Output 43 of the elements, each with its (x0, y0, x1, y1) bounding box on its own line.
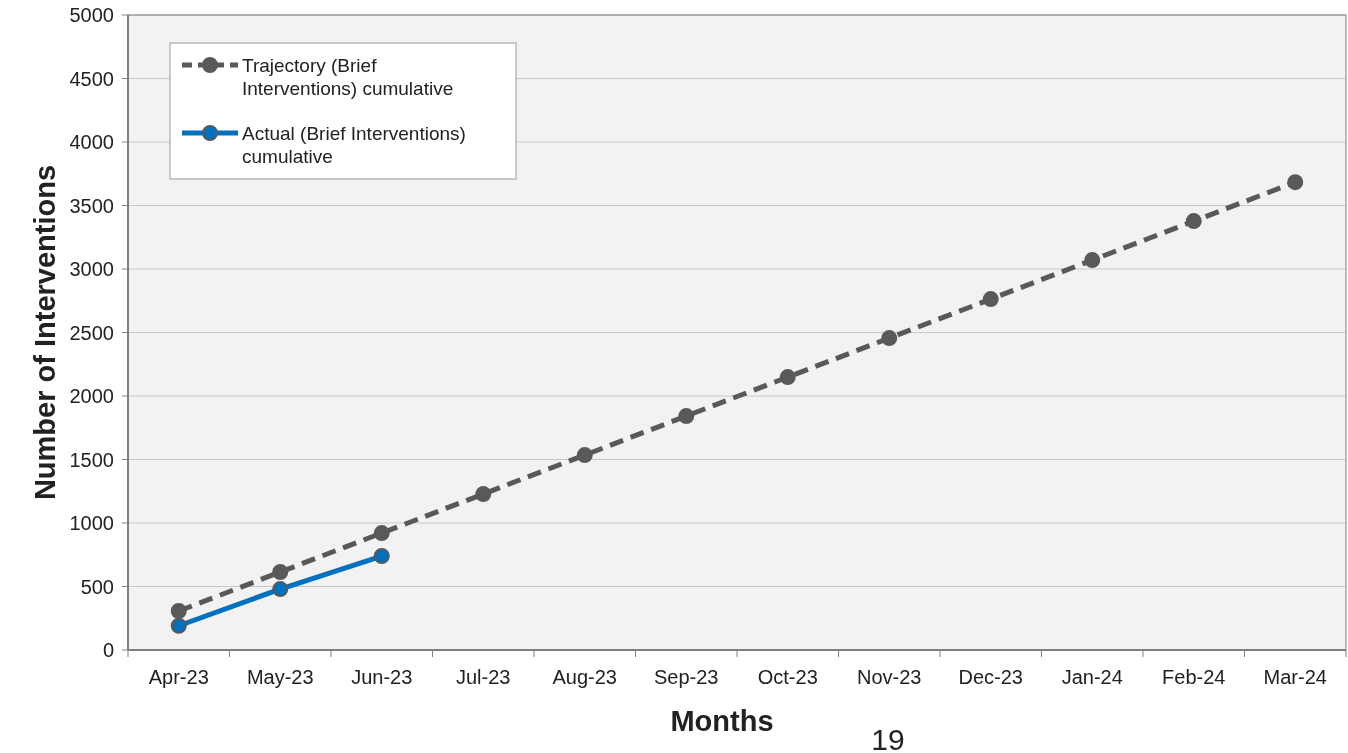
y-tick-label: 5000 (69, 4, 114, 26)
point (576, 447, 593, 464)
point (272, 581, 289, 598)
point (1287, 174, 1304, 191)
x-tick-label: Feb-24 (1162, 666, 1226, 688)
y-tick-label: 500 (80, 575, 114, 598)
point (475, 486, 492, 503)
point (170, 617, 187, 634)
x-tick-label: Mar-24 (1263, 666, 1327, 688)
x-tick-label: Nov-23 (857, 666, 922, 688)
x-tick-label: Jan-24 (1061, 666, 1123, 688)
point (779, 369, 796, 386)
text: 19 (871, 723, 905, 753)
point (881, 330, 898, 347)
legend-label: Trajectory (Brief Interventions) cumulative (242, 54, 454, 100)
point (678, 408, 695, 425)
point (373, 548, 390, 565)
x-tick-label: Aug-23 (552, 666, 617, 688)
y-tick-label: 1000 (69, 512, 114, 534)
y-tick-label: 3000 (69, 258, 114, 280)
x-tick-label: Dec-23 (958, 666, 1023, 688)
y-tick-label: 2000 (69, 385, 114, 407)
point (272, 564, 289, 581)
x-tick-label: Sep-23 (654, 666, 719, 688)
y-tick-label: 4000 (69, 131, 114, 153)
x-tick-label: Oct-23 (757, 666, 818, 688)
y-tick-label: 0 (102, 639, 114, 661)
y-tick-label: 1500 (69, 448, 114, 471)
point (1185, 213, 1202, 230)
x-axis-title: Months (670, 705, 774, 737)
y-tick-label: 3500 (69, 194, 114, 217)
x-tick-label: Jul-23 (456, 666, 511, 688)
y-axis-title: Number of Interventions (29, 164, 61, 501)
point (982, 291, 999, 308)
point (1084, 252, 1101, 269)
point (373, 525, 390, 542)
x-tick-label: May-23 (246, 666, 314, 688)
x-tick-label: Jun-23 (351, 666, 413, 688)
y-tick-label: 2500 (69, 321, 114, 344)
y-tick-label: 4500 (69, 67, 114, 90)
point (170, 603, 187, 620)
x-tick-label: Apr-23 (148, 666, 209, 688)
legend-label: Actual (Brief Interventions) cumulative (242, 122, 466, 168)
